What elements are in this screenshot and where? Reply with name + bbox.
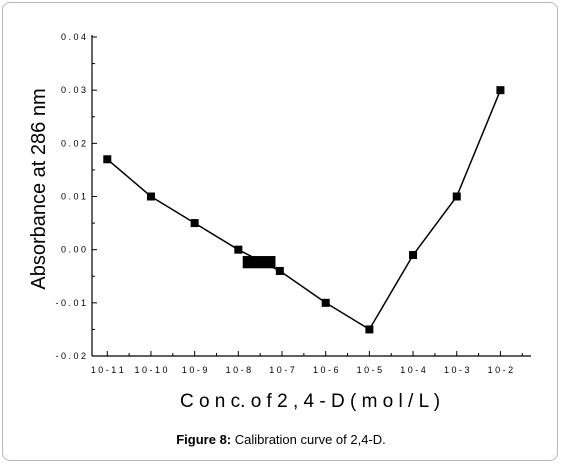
x-tick-label: 1 0 - 9	[182, 365, 208, 375]
x-tick-label: 1 0 - 5	[357, 365, 383, 375]
y-axis-title: Absorbance at 286 nm	[28, 88, 50, 289]
data-point	[146, 192, 155, 201]
caption-text: Calibration curve of 2,4-D.	[231, 432, 386, 447]
x-tick-label: 1 0 - 6	[313, 365, 339, 375]
y-tick-label: 0 . 0 1	[61, 192, 86, 202]
data-point	[365, 325, 374, 334]
data-point	[190, 219, 199, 228]
y-tick-label: 0 . 0 3	[61, 85, 86, 95]
y-tick-label: - 0 . 0 1	[55, 298, 86, 308]
x-tick-label: 1 0 - 2	[488, 365, 514, 375]
y-tick-label: - 0 . 0 2	[55, 351, 86, 361]
x-tick-label: 1 0 - 1 0	[134, 365, 167, 375]
data-point	[496, 86, 505, 95]
x-tick-label: 1 0 - 3	[444, 365, 470, 375]
x-tick-label: 1 0 - 4	[400, 365, 426, 375]
data-point	[275, 266, 284, 275]
overlay-block	[242, 256, 276, 269]
data-marks	[103, 86, 505, 334]
y-tick-label: 0 . 0 4	[61, 32, 86, 42]
series-line	[106, 89, 502, 331]
x-tick-label: 1 0 - 1 1	[91, 365, 124, 375]
data-point	[103, 155, 112, 164]
y-tick-label: 0 . 0 2	[61, 138, 86, 148]
data-point	[234, 245, 243, 254]
axes	[91, 35, 531, 357]
data-point	[452, 192, 461, 201]
x-axis-title: C o n c. o f 2 , 4 - D ( m o l / L )	[180, 391, 440, 412]
calibration-chart: - 0 . 0 2 - 0 . 0 1 0 . 0 0 0 . 0 1 0 . 0 2 0…	[28, 32, 531, 412]
x-tick-label: 1 0 - 7	[269, 365, 295, 375]
data-point	[321, 298, 330, 307]
data-point	[409, 250, 418, 259]
x-tick-label: 1 0 - 8	[226, 365, 252, 375]
y-tick-label: 0 . 0 0	[61, 245, 86, 255]
caption-label: Figure 8:	[176, 432, 232, 447]
figure-frame	[2, 2, 558, 461]
ticks: - 0 . 0 2 - 0 . 0 1 0 . 0 0 0 . 0 1 0 . 0 2 0…	[55, 32, 523, 375]
figure-caption: Figure 8: Calibration curve of 2,4-D.	[0, 432, 562, 447]
